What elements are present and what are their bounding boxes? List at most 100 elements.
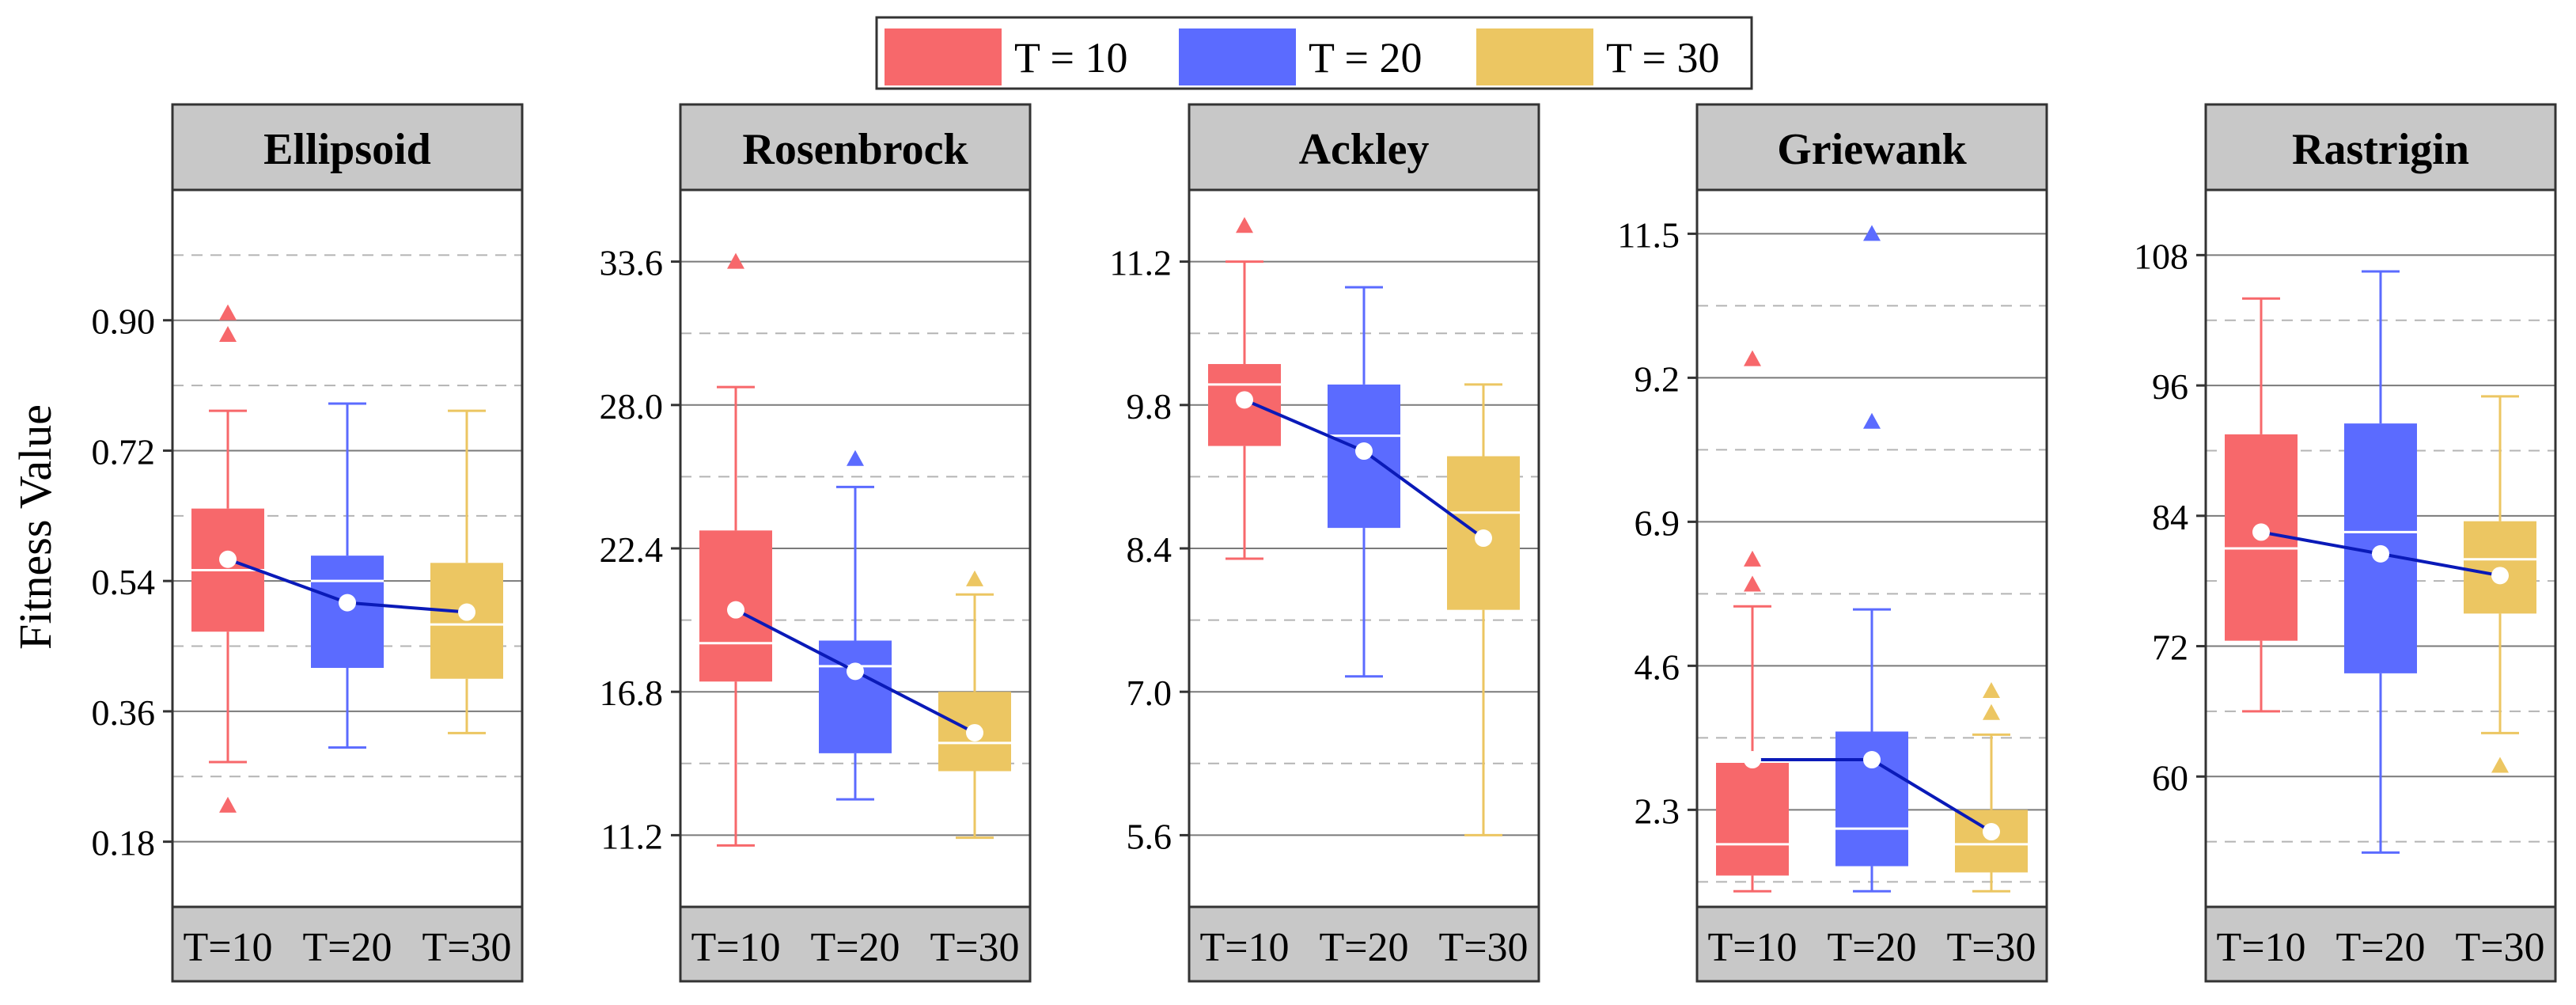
x-tick-label: T=30	[930, 925, 1019, 970]
panel-title-rastrigin: Rastrigin	[2292, 125, 2469, 174]
x-tick-label: T=20	[2335, 925, 2425, 970]
legend-swatch-t20	[1179, 28, 1296, 85]
x-tick-label: T=10	[1707, 925, 1797, 970]
mean-point	[1863, 751, 1881, 769]
legend-label-t30: T = 30	[1606, 34, 1719, 82]
y-tick-label: 0.18	[92, 823, 156, 863]
mean-point	[458, 603, 475, 621]
x-tick-label: T=30	[2455, 925, 2544, 970]
x-tick-label: T=10	[2216, 925, 2305, 970]
x-tick-label: T=20	[1319, 925, 1408, 970]
x-tick-label: T=30	[1946, 925, 2036, 970]
legend-label-t10: T = 10	[1014, 34, 1127, 82]
legend-swatch-t30	[1476, 28, 1593, 85]
mean-point	[1744, 751, 1761, 769]
panel-title-griewank: Griewank	[1777, 125, 1967, 174]
box-griewank-t10	[1716, 350, 1789, 893]
mean-point	[966, 723, 983, 741]
panel-header-ellipsoid	[172, 104, 522, 190]
mean-point	[1236, 391, 1253, 409]
mean-point	[2252, 523, 2270, 541]
outlier-marker	[1744, 350, 1761, 366]
x-tick-label: T=20	[810, 925, 900, 970]
y-tick-label: 0.90	[92, 302, 156, 342]
y-tick-label: 11.2	[1109, 243, 1172, 283]
outlier-marker	[1863, 412, 1881, 429]
box-ellipsoid-t20	[311, 402, 384, 749]
legend: T = 10 T = 20 T = 30	[875, 16, 1753, 90]
panel-frame	[679, 103, 1032, 983]
box-rosenbrock-t20	[819, 449, 892, 801]
outlier-marker	[1863, 225, 1881, 241]
x-tick-label: T=10	[183, 925, 272, 970]
mean-point	[847, 662, 864, 681]
panel-footer-griewank	[1697, 907, 2047, 981]
panel-header-griewank	[1697, 104, 2047, 190]
y-tick-label: 11.5	[1617, 214, 1680, 255]
y-tick-label: 108	[2134, 236, 2188, 276]
panel-header-rosenbrock	[680, 104, 1030, 190]
panels: Ellipsoid T=10 T=20 T=30 0.18 0.36 0.54 0.72 0.9…	[92, 103, 2557, 983]
mean-point	[727, 601, 744, 619]
panel-ackley: Ackley T=10 T=20 T=30 5.6 7.0 8.4 9.8 11.2	[1109, 103, 1540, 983]
outlier-marker	[727, 252, 744, 269]
mean-point	[1983, 823, 2000, 841]
panel-title-rosenbrock: Rosenbrock	[742, 125, 968, 174]
y-tick-label: 5.6	[1127, 816, 1172, 856]
y-tick-label: 16.8	[600, 673, 664, 713]
panel-header-rastrigin	[2206, 104, 2555, 190]
mean-point	[1355, 442, 1373, 461]
outlier-marker	[1236, 217, 1253, 233]
y-tick-label: 72	[2152, 628, 2188, 668]
y-tick-label: 84	[2152, 497, 2188, 537]
panel-header-ackley	[1189, 104, 1539, 190]
y-tick-label: 33.6	[600, 243, 664, 283]
x-tick-label: T=20	[302, 925, 392, 970]
y-tick-label: 0.36	[92, 692, 156, 733]
mean-point	[339, 594, 356, 612]
box-griewank-t30	[1955, 682, 2028, 893]
panel-rosenbrock: Rosenbrock T=10 T=20 T=30 11.2 16.8 22.4 28.0 33…	[600, 103, 1032, 983]
outlier-marker	[847, 449, 864, 466]
iqr-box	[311, 556, 384, 668]
y-tick-label: 4.6	[1635, 647, 1680, 687]
y-tick-label: 22.4	[600, 529, 664, 570]
x-tick-label: T=10	[691, 925, 780, 970]
panel-footer-ackley	[1189, 907, 1539, 981]
mean-point	[1475, 529, 1492, 548]
mean-point	[219, 550, 237, 568]
outlier-marker	[1744, 575, 1761, 592]
outlier-marker	[219, 304, 237, 320]
legend-frame	[875, 16, 1753, 90]
y-tick-label: 0.54	[92, 562, 156, 602]
mean-point	[2491, 567, 2509, 585]
legend-label-t20: T = 20	[1309, 34, 1422, 82]
x-tick-label: T=30	[1438, 925, 1528, 970]
y-tick-label: 2.3	[1635, 791, 1680, 831]
outlier-marker	[1744, 550, 1761, 567]
x-tick-label: T=30	[422, 925, 511, 970]
panel-footer-rastrigin	[2206, 907, 2555, 981]
outlier-marker	[1983, 682, 2000, 699]
mean-point	[2372, 544, 2389, 563]
iqr-box	[1716, 763, 1789, 876]
y-tick-label: 9.2	[1635, 358, 1680, 399]
y-tick-label: 0.72	[92, 431, 156, 472]
panel-frame	[2204, 103, 2557, 983]
x-tick-label: T=20	[1827, 925, 1916, 970]
y-tick-label: 9.8	[1127, 386, 1172, 427]
panel-title-ackley: Ackley	[1299, 125, 1430, 174]
y-tick-label: 7.0	[1127, 673, 1172, 713]
y-axis-label: Fitness Value	[9, 404, 61, 650]
panel-footer-rosenbrock	[680, 907, 1030, 981]
legend-swatch-t10	[885, 28, 1002, 85]
panel-frame	[1188, 103, 1540, 983]
panel-griewank: Griewank T=10 T=20 T=30 2.3 4.6 6.9 9.2 11.5	[1617, 103, 2048, 983]
outlier-marker	[219, 326, 237, 343]
outlier-marker	[966, 570, 983, 586]
y-tick-label: 11.2	[600, 816, 663, 856]
panel-rastrigin: Rastrigin T=10 T=20 T=30 60 72 84 96 108	[2134, 103, 2557, 983]
outlier-marker	[219, 796, 237, 813]
y-tick-label: 28.0	[600, 386, 664, 427]
outlier-marker	[2491, 757, 2509, 773]
